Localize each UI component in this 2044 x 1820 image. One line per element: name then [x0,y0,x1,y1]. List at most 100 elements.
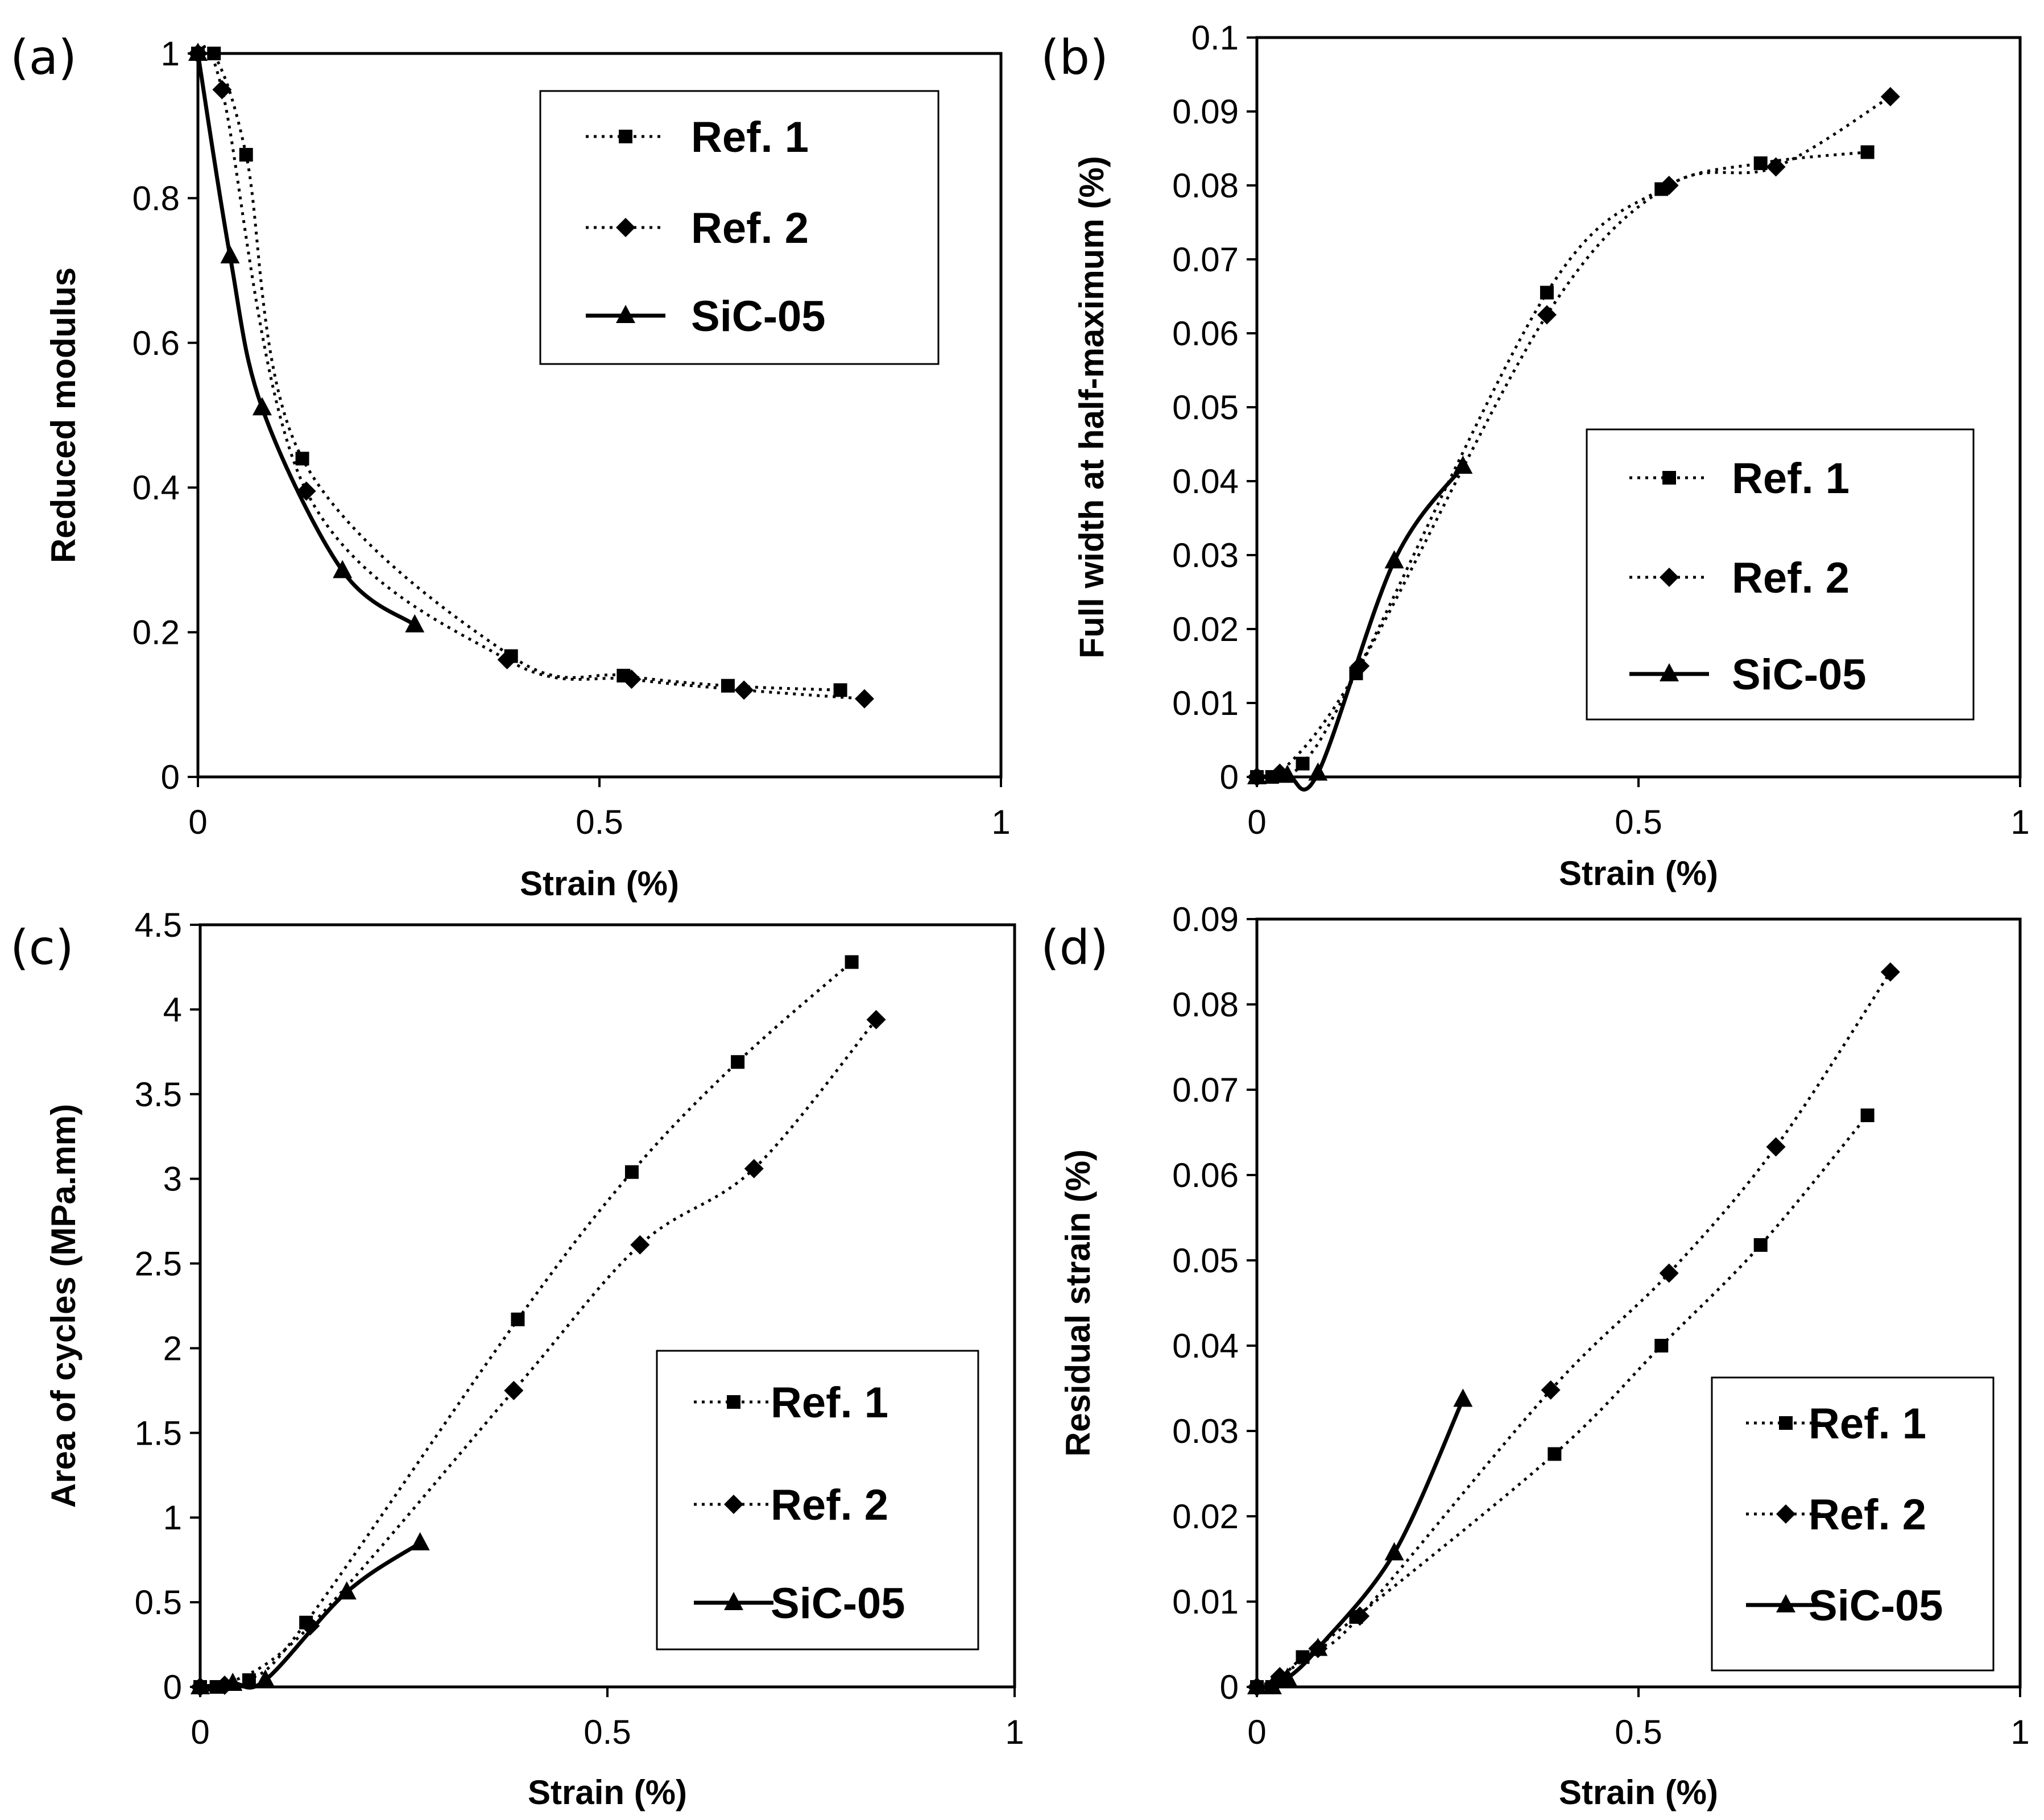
data-point [212,80,232,100]
legend-marker [1660,568,1679,587]
x-tick-label: 1 [2010,1713,2029,1751]
data-point [220,245,240,264]
series-line [200,1019,878,1692]
data-point [1537,305,1557,325]
data-point [1654,1339,1669,1352]
legend-label: SiC-05 [1732,651,1867,699]
y-tick-label: 0 [161,758,180,796]
y-tick-label: 0 [163,1668,182,1706]
data-point [630,1235,650,1255]
panel-label: (b) [1041,30,1108,85]
data-point [721,679,735,693]
legend-label: Ref. 1 [691,113,809,162]
legend-label: Ref. 2 [1732,554,1849,602]
y-tick-label: 0.8 [133,179,180,217]
y-tick-label: 0.02 [1172,1498,1239,1536]
series-sic-05 [191,1532,430,1694]
data-point [239,148,253,162]
legend-label: Ref. 1 [1732,454,1849,503]
legend-marker [1662,471,1676,485]
data-point [731,1055,745,1069]
y-tick-label: 0.03 [1172,1412,1239,1450]
y-tick-label: 2 [163,1329,182,1367]
data-point [1766,1137,1786,1157]
y-axis-label: Reduced modulus [44,267,82,563]
legend-marker [724,1495,743,1514]
x-tick-label: 0 [1247,1713,1266,1751]
y-tick-label: 0.4 [133,469,180,507]
x-tick-label: 1 [1005,1713,1024,1751]
legend-marker [1660,663,1679,681]
legend-label: Ref. 2 [1809,1491,1926,1539]
legend: Ref. 1 Ref. 2 SiC-05 [1711,1376,1995,1672]
data-point [1308,1637,1328,1656]
series-sic-05 [1247,456,1473,792]
legend-box [539,90,940,365]
data-point [191,1676,210,1694]
y-tick-label: 4.5 [135,906,182,944]
y-tick-label: 0.01 [1172,684,1239,722]
y-tick-label: 2.5 [135,1245,182,1283]
series-sic-05 [1247,1388,1473,1694]
data-point [854,689,874,709]
y-axis-label: Full width at half-maximum (%) [1073,156,1111,658]
data-point [410,1532,430,1550]
data-point [511,1312,525,1326]
data-point [1753,1238,1768,1252]
y-tick-label: 0.08 [1172,986,1239,1024]
x-axis-label: Strain (%) [520,864,679,903]
y-tick-label: 0.09 [1172,93,1239,131]
data-point [845,955,859,969]
y-tick-label: 0.07 [1172,1071,1239,1109]
data-point [295,452,309,466]
legend: Ref. 1 Ref. 2 SiC-05 [656,1350,979,1651]
legend-label: SiC-05 [691,292,826,341]
data-point [1384,1542,1404,1561]
legend-marker [619,130,632,143]
x-axis-label: Strain (%) [528,1773,687,1811]
data-point [337,1581,357,1600]
data-point [1453,1388,1473,1407]
data-point [866,1010,886,1029]
data-point [1540,286,1554,300]
legend: Ref. 1 Ref. 2 SiC-05 [539,90,940,365]
y-tick-label: 0.05 [1172,388,1239,427]
legend-marker [616,305,635,323]
series-line [196,45,865,701]
panel-label: (d) [1041,920,1108,975]
panel-label: (a) [10,30,77,85]
data-point [300,1616,320,1636]
data-point [252,397,272,416]
legend: Ref. 1 Ref. 2 SiC-05 [1586,428,1975,721]
data-point [744,1159,764,1178]
series-ref-2 [188,44,874,709]
legend-box [1711,1376,1995,1672]
data-point [1453,456,1473,474]
data-point [1308,762,1328,781]
data-point [1880,87,1900,106]
x-axis-label: Strain (%) [1559,854,1718,892]
y-tick-label: 0.06 [1172,315,1239,353]
x-tick-label: 1 [991,803,1010,841]
series-line [1256,1399,1465,1690]
y-tick-label: 0.08 [1172,167,1239,205]
y-axis-label: Area of cycles (MPa.mm) [44,1104,82,1508]
series-line [1256,465,1465,792]
y-tick-label: 4 [163,991,182,1029]
series-line [200,1541,421,1690]
data-point [1384,550,1404,569]
legend-marker [1779,1416,1793,1430]
legend-label: Ref. 1 [1809,1400,1926,1448]
legend-marker [1776,1594,1795,1612]
legend-box [1586,428,1975,721]
y-tick-label: 0.6 [133,324,180,362]
y-tick-label: 0.04 [1172,462,1239,500]
data-point [1247,766,1267,784]
data-point [1860,1108,1875,1122]
data-point [497,650,517,669]
y-tick-label: 0.2 [133,614,180,652]
y-tick-label: 0.1 [1191,19,1239,57]
series-line [197,44,841,692]
legend-marker [724,1592,743,1610]
